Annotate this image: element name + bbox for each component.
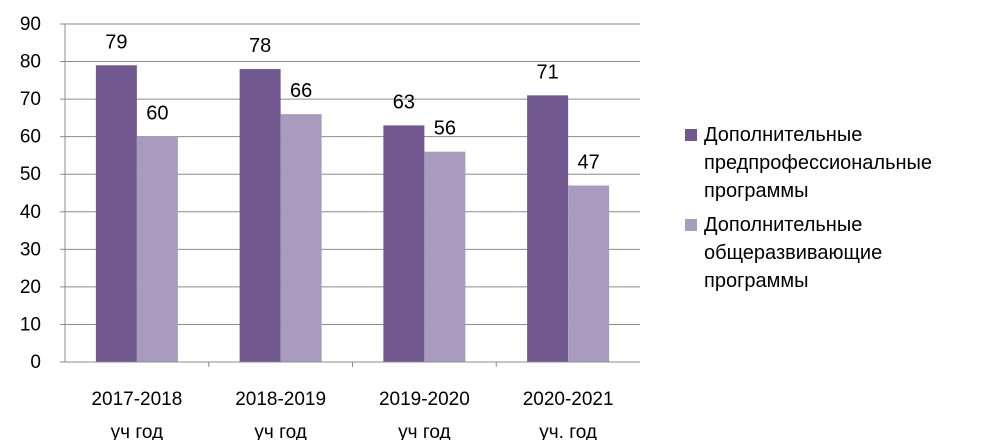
y-tick-label: 90: [20, 14, 41, 35]
y-tick-label: 50: [20, 164, 41, 185]
y-tick-label: 80: [20, 52, 41, 73]
y-tick-label: 30: [20, 239, 41, 260]
data-label: 71: [537, 61, 559, 83]
bar-series-2: [280, 114, 322, 362]
x-tick-label: 2019-2020: [379, 389, 470, 410]
legend-label-line: Дополнительные: [704, 124, 863, 146]
y-tick-label: 20: [20, 277, 41, 298]
legend-label-line: программы: [704, 180, 809, 202]
data-label: 47: [578, 151, 600, 173]
bar-series-1: [95, 65, 137, 363]
y-tick-label: 10: [20, 314, 41, 335]
bar-series-2: [424, 151, 466, 362]
bar-series-2: [568, 185, 610, 362]
x-tick-label: 2020-2021: [523, 389, 614, 410]
bar-series-2: [136, 136, 178, 362]
bar-series-1: [383, 125, 425, 363]
legend-label-line: Дополнительные: [704, 214, 863, 236]
bar-series-1: [527, 95, 569, 362]
y-tick-label: 70: [20, 89, 41, 110]
data-label: 66: [290, 80, 312, 102]
x-tick-label: 2018-2019: [235, 389, 326, 410]
legend: Дополнительные предпрофессиональные прог…: [683, 121, 981, 301]
data-label: 60: [146, 103, 168, 125]
legend-swatch-series-1: [685, 129, 697, 141]
data-label: 56: [434, 118, 456, 140]
data-label: 63: [393, 91, 415, 113]
y-axis: 0 10 20 30 40 50 60 70 80 90: [20, 14, 66, 373]
legend-item-series-1: Дополнительные предпрофессиональные прог…: [683, 121, 981, 205]
legend-label-line: программы: [704, 270, 809, 292]
x-tick-label: уч год: [398, 422, 450, 440]
legend-item-series-2: Дополнительные общеразвивающие программы: [683, 211, 981, 295]
legend-label-line: предпрофессиональные: [704, 152, 933, 174]
x-axis: 2017-2018 уч год 2018-2019 уч год 2019-2020 у…: [65, 361, 640, 440]
legend-label-line: общеразвивающие: [704, 242, 883, 264]
data-label: 79: [105, 31, 127, 53]
bars: [95, 65, 610, 363]
y-tick-label: 60: [20, 127, 41, 148]
y-tick-label: 40: [20, 202, 41, 223]
x-tick-label: уч год: [254, 422, 306, 440]
y-tick-label: 0: [30, 352, 41, 373]
data-label: 78: [249, 35, 271, 57]
x-tick-label: 2017-2018: [91, 389, 182, 410]
x-tick-label: уч год: [111, 422, 163, 440]
x-tick-label: уч. год: [539, 422, 597, 440]
legend-swatch-series-2: [685, 219, 697, 231]
data-labels: 79 60 78 66 63 56 71 47: [105, 31, 600, 173]
bar-series-1: [239, 69, 281, 363]
